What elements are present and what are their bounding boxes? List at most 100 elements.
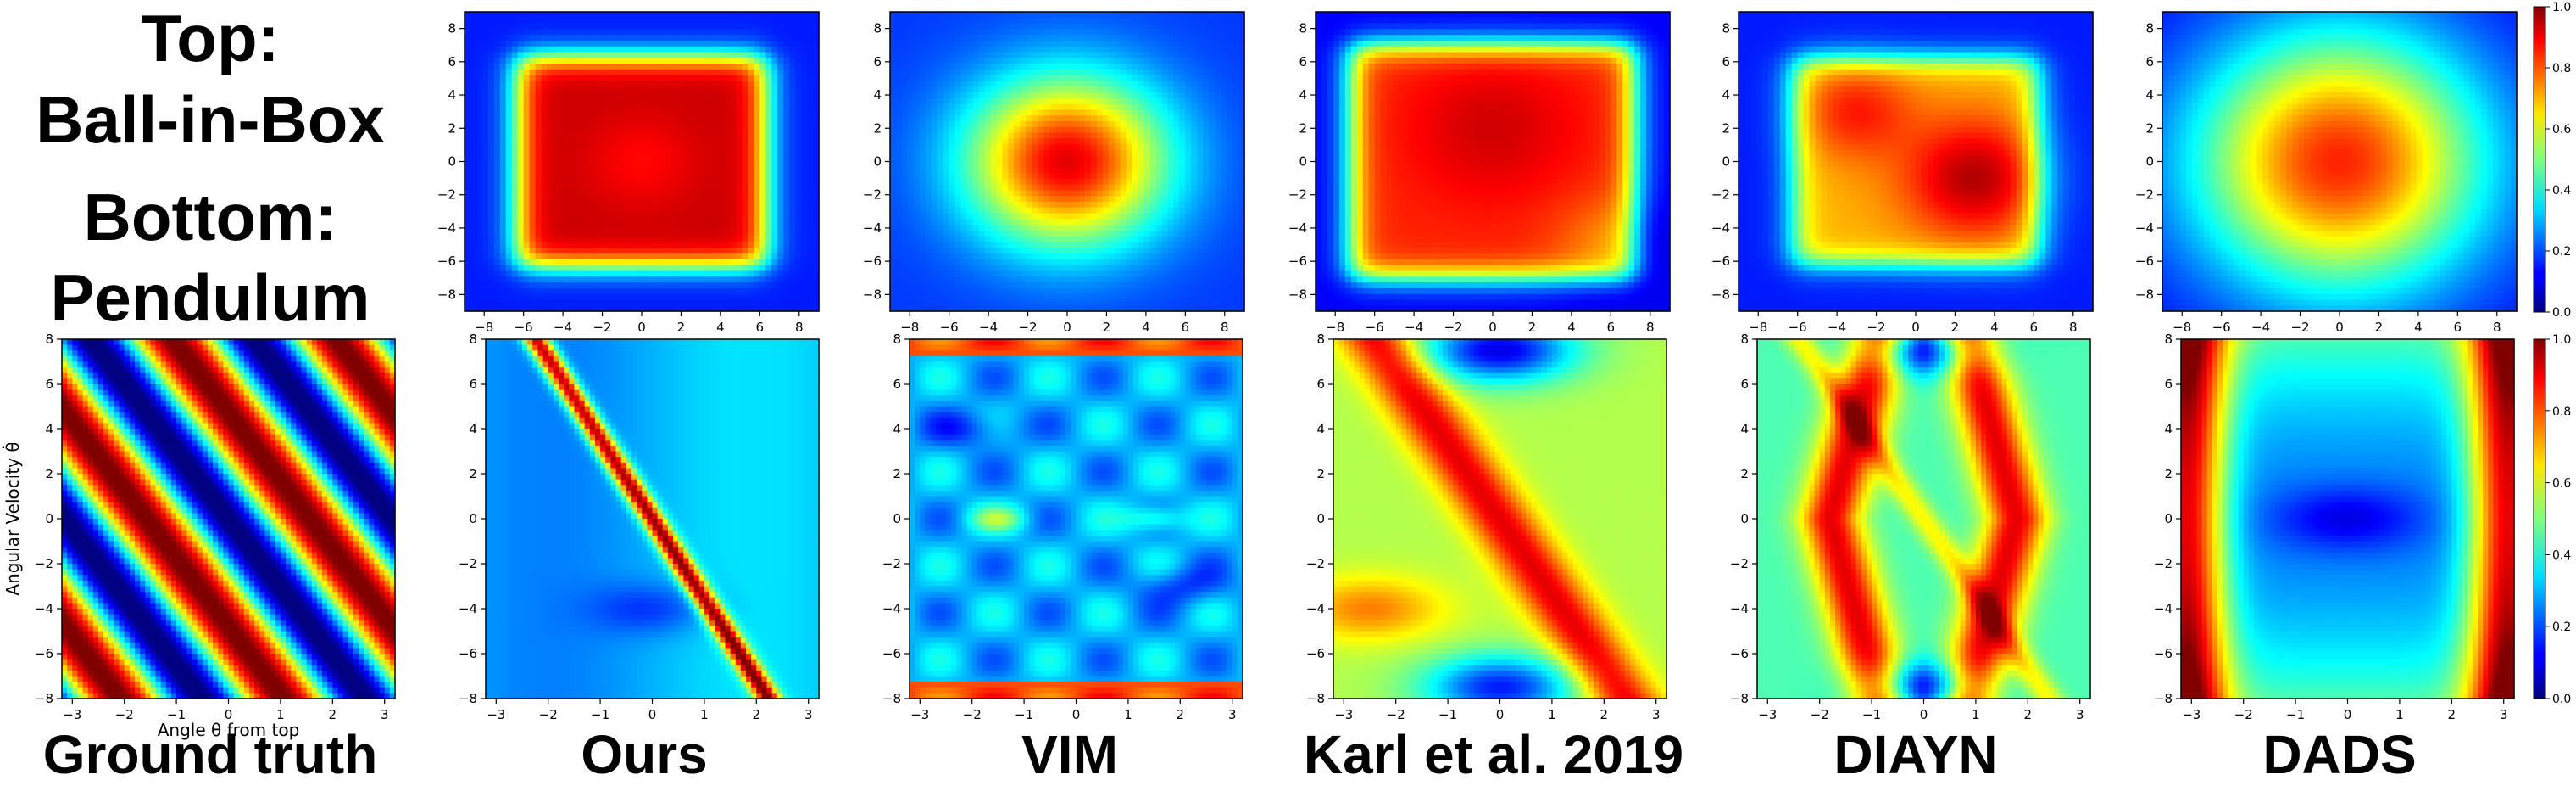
pendulum-ground-truth-ytick-label: 2 [45,466,53,482]
pendulum-ground-truth-ytick-label: 8 [45,331,53,347]
box-vim-xtick-label: 2 [1103,320,1111,335]
box-dads-xtick-label: 2 [2375,320,2384,335]
pendulum-vim-xtick-label: −3 [910,707,929,722]
box-vim-ytick-label: 4 [873,87,882,103]
pendulum-ground-truth-xtick-label: −3 [63,707,81,722]
pendulum-vim-ytick-label: 0 [893,511,901,526]
box-diayn-ytick-label: 6 [1722,54,1730,70]
box-vim-ytick-label: −4 [863,220,882,236]
box-dads-xtick-label: 0 [2335,320,2344,335]
box-vim-xtick-label: −6 [940,320,959,335]
pendulum-karl-et-al-2019-ytick-label: −2 [1306,556,1325,571]
box-vim-xtick-label: 8 [1221,320,1229,335]
box-ours-cells [465,12,820,312]
pendulum-vim-ytick-label: −8 [882,691,901,706]
pendulum-karl-et-al-2019-ytick-label: −6 [1306,646,1325,661]
pendulum-dads-ytick-label: −2 [2154,556,2173,571]
pendulum-vim-ytick-label: 4 [893,421,901,437]
box-diayn-ytick-label: −6 [1711,253,1730,269]
box-diayn-ytick-label: −8 [1711,287,1730,302]
caption-diayn: DIAYN [1833,724,1997,785]
pendulum-diayn-ytick-label: 6 [1740,376,1749,392]
box-dads-xtick-label: 6 [2454,320,2462,335]
box-dads-cells [2162,12,2518,312]
box-diayn-xtick-label: 0 [1911,320,1920,335]
pendulum-vim-ytick-label: −2 [882,556,901,571]
pendulum-ours-ytick-label: −6 [459,646,477,661]
pendulum-ours-xtick-label: −2 [539,707,558,722]
box-dads-xtick-label: −8 [2173,320,2191,335]
pendulum-ground-truth-ytick-label: 0 [45,511,53,526]
box-dads-ytick-label: −2 [2135,187,2154,203]
pendulum-vim-ytick-label: 2 [893,466,901,482]
box-ours-xtick-label: −8 [475,320,493,335]
caption-dads: DADS [2262,724,2416,785]
box-dads-xtick-label: 8 [2493,320,2501,335]
pendulum-ground-truth-cells [62,339,396,699]
box-vim-cells [890,12,1245,312]
box-colorbar-tick-label: 0.4 [2552,184,2571,198]
box-dads-ytick-label: 8 [2145,21,2154,36]
pendulum-karl-et-al-2019-cells [1333,339,1667,699]
box-diayn-ytick-label: 0 [1722,154,1730,170]
pendulum-diayn-xtick-label: −2 [1811,707,1829,722]
pendulum-karl-et-al-2019-xtick-label: −2 [1387,707,1405,722]
pendulum-diayn-ytick-label: 4 [1740,421,1749,437]
pendulum-vim-xtick-label: 2 [1177,707,1185,722]
box-vim-ytick-label: −6 [863,253,882,269]
pendulum-ground-truth-ytick-label: −8 [35,691,53,706]
pendulum-dads-ytick-label: 2 [2164,466,2173,482]
pendulum-diayn-xtick-label: 3 [2076,707,2084,722]
box-diayn-ytick-label: −4 [1711,220,1730,236]
box-karl-et-al-2019-ytick-label: 8 [1299,21,1307,36]
pendulum-ground-truth-xtick-label: 2 [329,707,337,722]
box-diayn-ytick-label: 2 [1722,120,1730,136]
pendulum-ours-cells [486,339,820,699]
pendulum-ours-xtick-label: −3 [487,707,505,722]
pendulum-ground-truth-xtick-label: −2 [115,707,134,722]
pendulum-ours-xtick-label: −1 [591,707,609,722]
pendulum-diayn-ytick-label: 2 [1740,466,1749,482]
box-colorbar-tick-label: 0.6 [2552,123,2571,136]
pendulum-vim-ytick-label: −6 [882,646,901,661]
box-karl-et-al-2019-xtick-label: 8 [1646,320,1655,335]
pendulum-colorbar-tick-label: 0.6 [2552,477,2571,491]
pendulum-diayn-xtick-label: −1 [1862,707,1881,722]
box-diayn-xtick-label: 2 [1951,320,1960,335]
box-diayn-cells [1739,12,2094,312]
box-karl-et-al-2019-ytick-label: 6 [1299,54,1307,70]
pendulum-vim-ytick-label: 6 [893,376,901,392]
pendulum-diayn-ytick-label: −4 [1730,601,1749,616]
box-karl-et-al-2019-ytick-label: −2 [1288,187,1307,203]
box-ours-xtick-label: −4 [554,320,572,335]
box-vim-xtick-label: −4 [979,320,998,335]
box-colorbar-tick-label: 1.0 [2552,1,2571,14]
box-karl-et-al-2019-xtick-label: −2 [1444,320,1462,335]
pendulum-ground-truth-ytick-label: 4 [45,421,53,437]
box-karl-et-al-2019-xtick-label: 0 [1488,320,1497,335]
pendulum-dads-ytick-label: 0 [2164,511,2173,526]
box-ours-xtick-label: 6 [756,320,765,335]
pendulum-colorbar-tick-label: 0.4 [2552,549,2571,562]
box-diayn-xtick-label: 8 [2069,320,2078,335]
pendulum-ours-ytick-label: −4 [459,601,477,616]
pendulum-colorbar-tick-label: 0.8 [2552,405,2571,419]
box-vim-ytick-label: 0 [873,154,882,170]
box-karl-et-al-2019-ytick-label: −4 [1288,220,1307,236]
pendulum-dads-xtick-label: 0 [2344,707,2352,722]
box-vim-xtick-label: 4 [1142,320,1150,335]
box-ours-xtick-label: −6 [515,320,533,335]
box-ours-ytick-label: −2 [437,187,456,203]
box-karl-et-al-2019-cells [1316,12,1671,312]
pendulum-diayn-xtick-label: 1 [1972,707,1980,722]
pendulum-diayn-xtick-label: 0 [1920,707,1928,722]
box-dads-ytick-label: −8 [2135,287,2154,302]
box-ours-xtick-label: 0 [637,320,646,335]
box-vim-xtick-label: −8 [900,320,919,335]
pendulum-dads-ytick-label: 8 [2164,331,2173,347]
pendulum-diayn-xtick-label: −3 [1758,707,1777,722]
box-colorbar-tick-label: 0.0 [2552,306,2571,320]
box-ours-xtick-label: −2 [593,320,611,335]
pendulum-karl-et-al-2019-ytick-label: 8 [1316,331,1325,347]
pendulum-ground-truth-ytick-label: −4 [35,601,53,616]
